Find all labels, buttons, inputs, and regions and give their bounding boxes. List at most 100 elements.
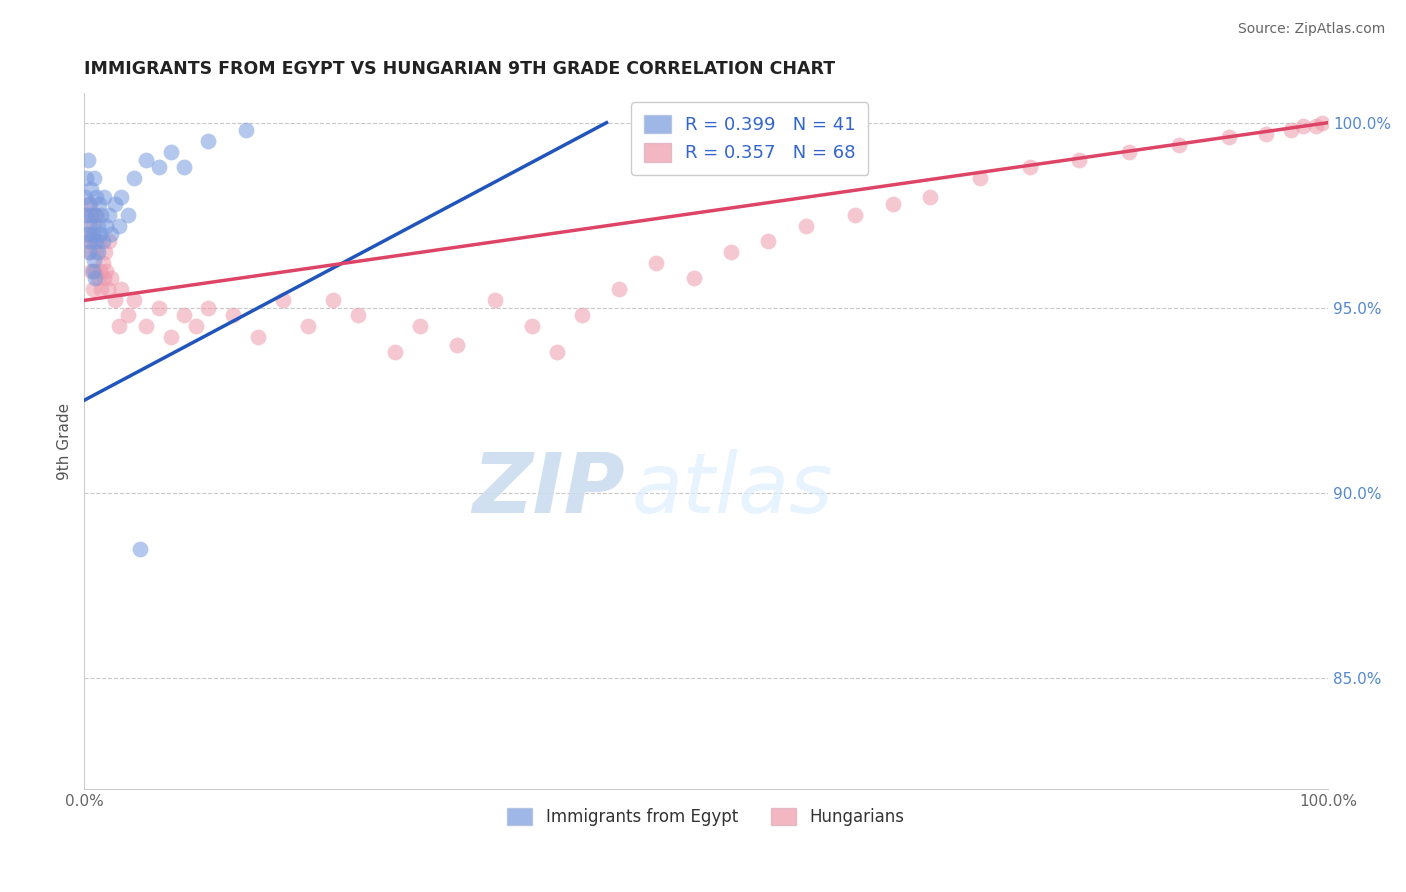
Point [83,208,105,222]
Point [160,145,183,160]
Point [882,197,904,211]
Point [86,208,108,222]
Point [247,330,270,344]
Point [77,197,100,211]
Point [82,282,104,296]
Point [86,234,108,248]
Point [76,153,98,167]
Point [918,190,941,204]
Point [122,293,145,308]
Point [1118,145,1140,160]
Point [484,293,506,308]
Point [91,234,114,248]
Point [79,234,101,248]
Point [104,197,127,211]
Point [84,208,107,222]
Point [83,234,105,248]
Point [682,271,704,285]
Point [160,330,183,344]
Point [84,264,107,278]
Point [384,345,406,359]
Point [76,227,98,241]
Point [86,219,108,234]
Point [117,208,139,222]
Point [97,208,120,222]
Point [93,271,115,285]
Point [222,308,245,322]
Point [82,264,104,278]
Point [135,153,157,167]
Point [96,219,118,234]
Point [756,234,779,248]
Point [197,301,219,315]
Point [794,219,817,234]
Point [76,208,98,222]
Point [79,197,101,211]
Point [1167,137,1189,152]
Point [409,319,432,334]
Text: Source: ZipAtlas.com: Source: ZipAtlas.com [1237,22,1385,37]
Point [1292,120,1315,134]
Point [100,227,122,241]
Point [86,245,108,260]
Point [1279,123,1302,137]
Point [76,208,98,222]
Point [1069,153,1091,167]
Point [1310,116,1333,130]
Text: ZIP: ZIP [472,450,626,531]
Point [607,282,630,296]
Y-axis label: 9th Grade: 9th Grade [58,402,72,480]
Point [235,123,257,137]
Point [720,245,742,260]
Point [108,319,131,334]
Point [100,271,122,285]
Point [197,134,219,148]
Point [104,293,127,308]
Point [117,308,139,322]
Point [546,345,568,359]
Point [86,245,108,260]
Point [82,219,104,234]
Point [94,245,117,260]
Point [87,197,110,211]
Point [148,160,170,174]
Point [86,190,108,204]
Point [86,271,108,285]
Point [96,264,118,278]
Point [969,171,991,186]
Point [108,219,131,234]
Point [110,282,132,296]
Point [75,190,97,204]
Point [129,541,152,556]
Point [90,208,112,222]
Point [322,293,344,308]
Point [82,227,104,241]
Point [80,182,103,196]
Point [89,264,111,278]
Point [297,319,319,334]
Point [1018,160,1040,174]
Point [844,208,866,222]
Point [173,308,195,322]
Point [520,319,543,334]
Point [79,245,101,260]
Point [148,301,170,315]
Point [91,256,114,270]
Point [87,234,110,248]
Legend: Immigrants from Egypt, Hungarians: Immigrants from Egypt, Hungarians [501,802,911,833]
Point [77,245,100,260]
Point [1254,127,1277,141]
Point [1218,130,1240,145]
Point [571,308,593,322]
Point [76,227,98,241]
Point [77,234,100,248]
Point [79,219,101,234]
Point [446,338,468,352]
Point [93,190,115,204]
Point [97,234,120,248]
Point [83,171,105,186]
Point [80,264,103,278]
Point [83,252,105,267]
Text: IMMIGRANTS FROM EGYPT VS HUNGARIAN 9TH GRADE CORRELATION CHART: IMMIGRANTS FROM EGYPT VS HUNGARIAN 9TH G… [84,60,835,78]
Point [89,227,111,241]
